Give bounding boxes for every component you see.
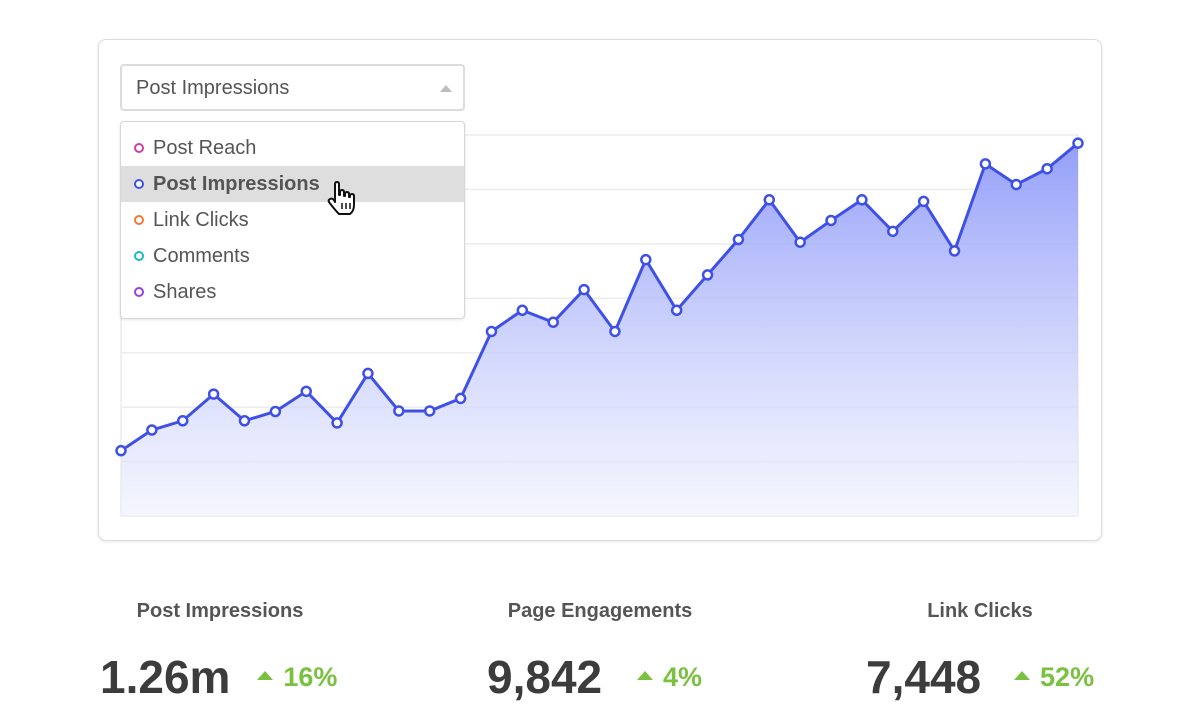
data-point (670, 304, 683, 317)
data-point (917, 195, 930, 208)
data-point (640, 253, 652, 266)
menu-item-label: Link Clicks (153, 209, 249, 231)
stat-change-value: 52% (1040, 661, 1095, 692)
metric-select[interactable]: Post Impressions (120, 64, 465, 111)
data-point (1072, 137, 1084, 149)
data-point (825, 214, 837, 227)
data-point (701, 269, 714, 281)
data-point (454, 392, 467, 405)
stat-value: 9,842 (487, 651, 603, 703)
stat-value: 7,448 (866, 651, 982, 703)
stat-label: Link Clicks (927, 600, 1033, 622)
dot-icon (134, 143, 144, 153)
caret-up-icon (440, 85, 452, 92)
menu-item-label: Shares (153, 281, 217, 303)
data-point (516, 304, 529, 317)
data-point (732, 233, 745, 246)
stat-change: 16% (257, 662, 337, 693)
data-point (609, 325, 621, 338)
stat-link-clicks-row: 7,448 52% (866, 636, 1094, 706)
data-point (238, 415, 251, 427)
data-point (300, 385, 312, 398)
impressions-chart (115, 134, 1084, 517)
hand-pointer-icon (327, 181, 355, 215)
data-point (887, 225, 899, 238)
menu-item-label: Post Impressions (153, 173, 320, 195)
stat-post-impressions: Post Impressions (120, 600, 320, 623)
menu-item-post-reach[interactable]: Post Reach (121, 130, 464, 166)
data-point (269, 405, 282, 418)
menu-item-label: Comments (153, 245, 250, 267)
arrow-up-icon (637, 670, 654, 680)
stat-change-value: 4% (663, 661, 703, 692)
arrow-up-icon (1014, 670, 1031, 680)
stat-link-clicks: Link Clicks (880, 600, 1080, 623)
menu-item-post-impressions[interactable]: Post Impressions (121, 166, 464, 202)
menu-item-comments[interactable]: Comments (121, 238, 464, 274)
chart-area (120, 142, 1079, 516)
data-point (547, 316, 559, 328)
data-point (393, 405, 405, 417)
stat-page-engagements-row: 9,842 4% (487, 636, 702, 706)
data-point (207, 388, 220, 400)
data-point (1010, 178, 1023, 191)
stat-change: 4% (637, 662, 702, 693)
stat-page-engagements: Page Engagements (500, 600, 700, 623)
dot-icon (134, 287, 144, 297)
stat-post-impressions-row: 1.26m 16% (100, 636, 337, 706)
data-point (331, 417, 343, 429)
data-point (794, 236, 806, 248)
menu-item-label: Post Reach (153, 137, 257, 159)
stat-label: Post Impressions (136, 600, 304, 622)
data-point (578, 283, 590, 296)
dot-icon (134, 215, 144, 225)
menu-item-link-clicks[interactable]: Link Clicks (121, 202, 464, 238)
series-area-fill (121, 143, 1078, 516)
menu-item-shares[interactable]: Shares (121, 274, 464, 310)
data-point (423, 405, 436, 417)
data-point (362, 367, 374, 380)
stat-change: 52% (1014, 662, 1094, 693)
data-point (485, 325, 498, 338)
data-point (979, 158, 992, 170)
data-point (1041, 162, 1053, 175)
data-point (763, 194, 776, 206)
stat-label: Page Engagements (507, 600, 693, 622)
dot-icon (134, 179, 144, 189)
metric-dropdown-menu: Post Reach Post Impressions Link Clicks … (120, 121, 465, 319)
dot-icon (134, 251, 144, 261)
data-point (146, 424, 158, 436)
arrow-up-icon (257, 670, 274, 680)
data-point (948, 245, 961, 257)
stat-value: 1.26m (100, 651, 231, 703)
metric-select-value: Post Impressions (136, 77, 290, 99)
data-point (856, 194, 868, 206)
chart-points (115, 137, 1084, 457)
stat-change-value: 16% (283, 661, 338, 692)
series-line (120, 142, 1079, 452)
data-point (176, 415, 189, 427)
data-point (115, 444, 127, 457)
